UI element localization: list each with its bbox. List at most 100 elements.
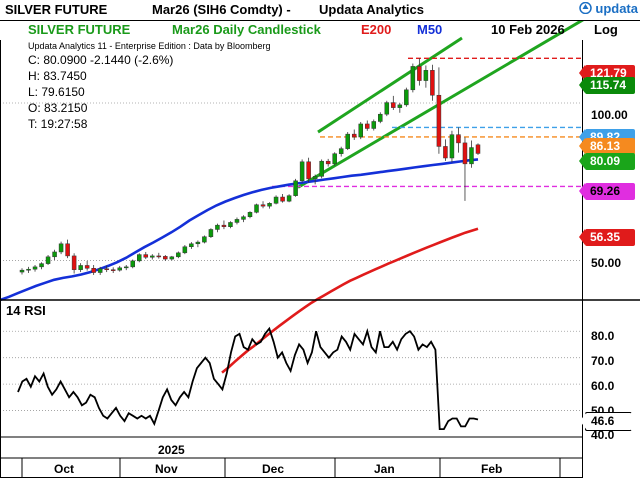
candle-body [241, 216, 246, 220]
candle-body [436, 94, 442, 147]
candle-body [104, 268, 109, 270]
candle-body [65, 243, 70, 257]
candle-body [430, 70, 435, 96]
candle-body [286, 195, 292, 202]
year-label: 2025 [158, 443, 185, 457]
chart-type: Mar26 Daily Candlestick [172, 22, 321, 37]
candle-body [91, 268, 96, 273]
candle-body [52, 251, 57, 258]
candle-body [254, 204, 259, 213]
candle-body [338, 148, 344, 154]
candle-body [312, 176, 318, 180]
price-tag-channel: 115.74 [579, 77, 635, 94]
candle-body [182, 246, 188, 254]
price-axis-label: 50.00 [591, 256, 622, 270]
candle-body [417, 66, 422, 81]
moving-averages [0, 158, 479, 374]
rsi-axis-label: 80.0 [591, 329, 615, 343]
ohlc-close: C: 80.0900 -2.1440 (-2.6%) [28, 53, 174, 67]
legend-m50: M50 [417, 22, 443, 37]
rsi-line [17, 326, 479, 431]
vendor-name: Updata Analytics [319, 2, 424, 17]
month-label: Oct [54, 462, 75, 476]
candle-body [143, 254, 149, 258]
e200-line [221, 227, 479, 374]
chart-date: 10 Feb 2026 [491, 22, 565, 37]
candle-body [202, 236, 207, 243]
month-label: Feb [481, 462, 503, 476]
logo-text: updata [595, 1, 638, 16]
candle-body [267, 203, 272, 207]
candle-body [332, 153, 337, 165]
candle-body [215, 224, 220, 230]
candle-body [260, 204, 266, 207]
candle-body [404, 89, 409, 106]
channel-upper-line [317, 36, 463, 134]
info-line: Updata Analytics 11 - Enterprise Edition… [28, 41, 271, 51]
candle-body [391, 102, 396, 108]
candle-body [456, 134, 461, 144]
candle-body [410, 66, 416, 91]
candle-body [423, 70, 429, 81]
candle-body [137, 254, 142, 262]
candle-body [19, 269, 25, 273]
candle-body [443, 146, 448, 159]
candle-body [358, 123, 363, 138]
ohlc-time: T: 19:27:58 [28, 117, 88, 131]
candle-body [234, 219, 240, 223]
updata-logo-icon [579, 2, 593, 14]
ohlc-low: L: 79.6150 [28, 85, 85, 99]
candle-body [32, 266, 38, 270]
candle-body [280, 196, 285, 202]
candle-body [319, 160, 324, 177]
candle-body [378, 113, 383, 122]
candle-body [247, 212, 253, 218]
candle-body [78, 265, 83, 270]
candle-body [26, 268, 31, 271]
rsi-axis-label: 60.0 [591, 379, 615, 393]
candle-body [371, 121, 377, 129]
instrument-name: SILVER FUTURE [5, 2, 108, 17]
month-label: Nov [155, 462, 178, 476]
candle-body [365, 123, 370, 129]
candle-body [351, 133, 357, 138]
candle-body [45, 256, 51, 264]
legend-e200: E200 [361, 22, 392, 37]
candle-body [397, 104, 403, 108]
candle-body [156, 255, 162, 258]
candle-body [110, 269, 116, 271]
candle-body [221, 224, 227, 227]
rsi-axis-label: 70.0 [591, 354, 615, 368]
candle-body [195, 241, 201, 245]
candle-body [293, 180, 298, 196]
candle-body [475, 144, 481, 154]
candlesticks [19, 58, 481, 275]
candle-body [163, 256, 168, 260]
month-label: Dec [262, 462, 285, 476]
candle-body [97, 268, 103, 273]
chart-header: SILVER FUTURE Mar26 Daily Candlestick E2… [0, 20, 640, 40]
candle-body [325, 160, 331, 165]
rsi-series-line [17, 326, 479, 431]
rsi-title: 14 RSI [6, 303, 46, 318]
candle-body [299, 161, 305, 182]
ohlc-open: O: 83.2150 [28, 101, 88, 115]
candle-body [150, 255, 155, 258]
candle-body [123, 266, 129, 269]
candle-body [117, 267, 122, 271]
price-tag-e200: 56.35 [579, 229, 635, 246]
candle-body [462, 142, 468, 165]
chart-title: SILVER FUTURE [28, 22, 131, 37]
candle-body [71, 255, 77, 270]
price-tag-last: 80.09 [579, 153, 635, 170]
candle-body [169, 256, 175, 260]
grid-lines [0, 102, 583, 478]
title-bar: SILVER FUTURE Mar26 (SIH6 Comdty) - Upda… [0, 0, 640, 21]
m50-line [0, 158, 479, 302]
price-tag-level: 86.13 [579, 138, 635, 155]
candle-body [306, 161, 311, 180]
candle-body [384, 102, 390, 115]
candle-body [39, 263, 44, 268]
candle-body [228, 222, 233, 227]
